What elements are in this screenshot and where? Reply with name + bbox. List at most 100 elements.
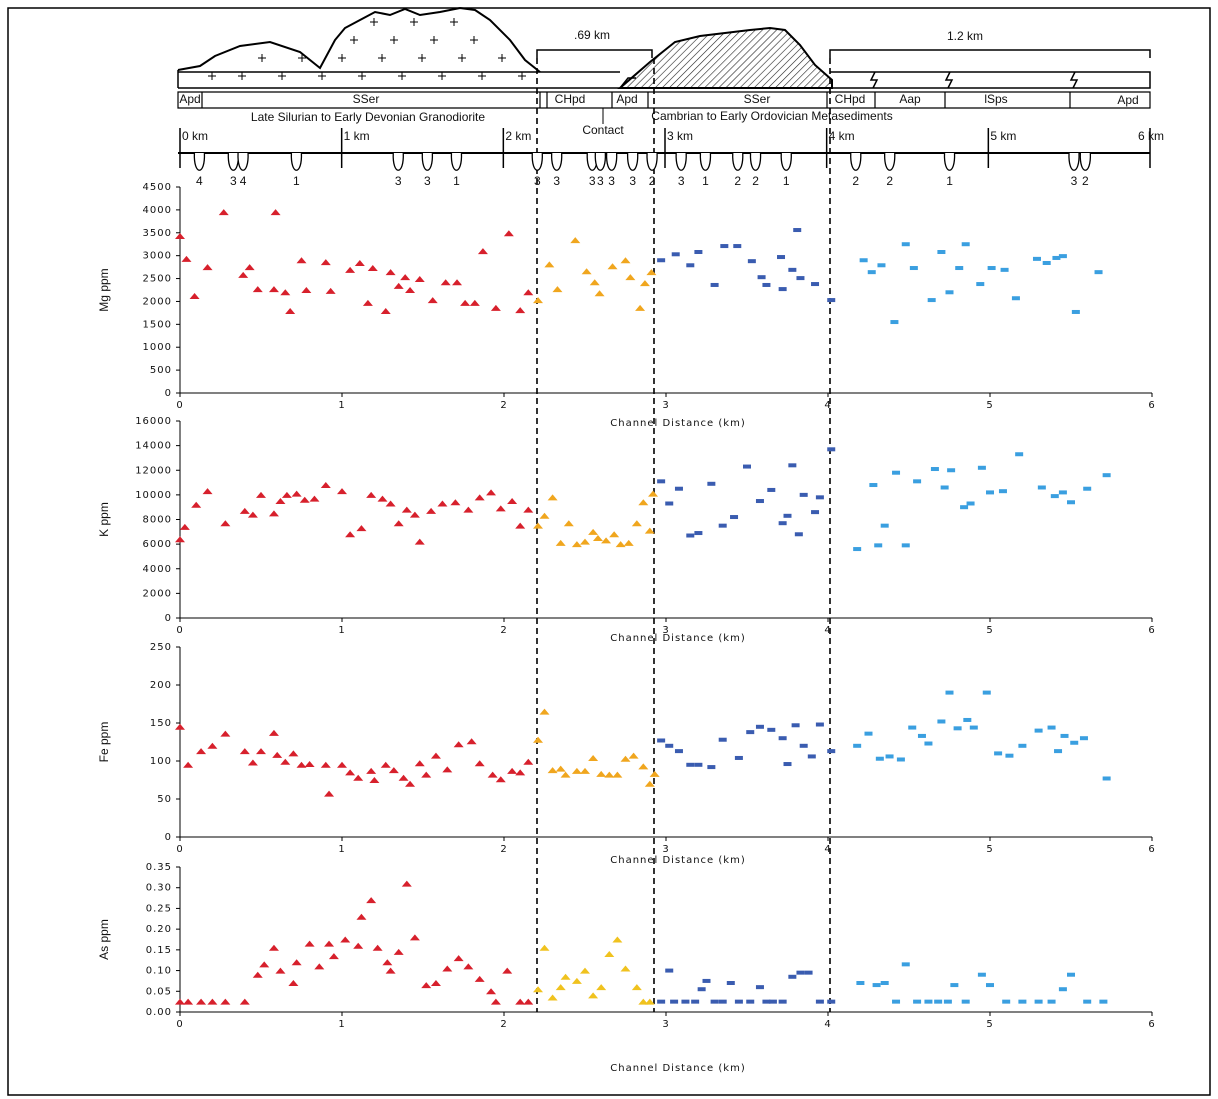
point xyxy=(827,1000,835,1004)
point xyxy=(746,1000,754,1004)
point xyxy=(288,980,298,986)
point xyxy=(540,513,550,519)
point xyxy=(886,754,894,758)
point xyxy=(548,767,558,773)
point xyxy=(937,250,945,254)
point xyxy=(382,959,392,965)
point xyxy=(986,490,994,494)
point xyxy=(415,276,425,282)
point xyxy=(523,289,533,295)
point xyxy=(638,499,648,505)
point xyxy=(366,768,376,774)
formation-label: Contact xyxy=(582,123,624,137)
point xyxy=(1001,268,1009,272)
point xyxy=(735,1000,743,1004)
point xyxy=(902,242,910,246)
point xyxy=(552,286,562,292)
point xyxy=(767,728,775,732)
sample-label: 2 xyxy=(1082,174,1089,188)
point xyxy=(756,499,764,503)
point xyxy=(475,976,485,982)
point xyxy=(454,741,464,747)
y-tick-label: 0.05 xyxy=(146,986,172,997)
sample-loop xyxy=(291,153,301,170)
point xyxy=(369,777,379,783)
unit-label: Apd xyxy=(179,92,200,106)
y-tick-label: 16000 xyxy=(135,416,172,427)
x-tick-label: 6 xyxy=(1148,400,1155,411)
point xyxy=(735,756,743,760)
x-tick-label: 1 xyxy=(338,844,345,855)
point xyxy=(675,749,683,753)
point xyxy=(608,263,618,269)
point xyxy=(570,237,580,243)
point xyxy=(259,961,269,967)
y-tick-label: 0 xyxy=(165,388,172,399)
point xyxy=(329,953,339,959)
point xyxy=(1035,729,1043,733)
sample-loop xyxy=(781,153,791,170)
point xyxy=(665,501,673,505)
y-tick-label: 3500 xyxy=(143,228,172,239)
point xyxy=(621,257,631,263)
formation-label: Late Silurian to Early Devonian Granodio… xyxy=(251,110,485,124)
point xyxy=(1051,494,1059,498)
point xyxy=(394,520,404,526)
point xyxy=(748,259,756,263)
point xyxy=(324,791,334,797)
figure: .69 km 1.2 km Apd SSer CHpd Apd SSer CHp… xyxy=(0,0,1218,1099)
point xyxy=(292,959,302,965)
frame xyxy=(8,8,1210,1095)
y-tick-label: 8000 xyxy=(143,515,172,526)
point xyxy=(340,937,350,943)
point xyxy=(556,766,566,772)
point xyxy=(967,501,975,505)
point xyxy=(954,726,962,730)
point xyxy=(460,300,470,306)
point xyxy=(175,536,185,542)
point xyxy=(657,738,665,742)
point xyxy=(946,290,954,294)
point xyxy=(640,280,650,286)
point xyxy=(918,734,926,738)
point xyxy=(415,760,425,766)
x-tick-label: 1 xyxy=(338,400,345,411)
point xyxy=(635,305,645,311)
point xyxy=(808,754,816,758)
point xyxy=(269,945,279,951)
point xyxy=(588,755,598,761)
point xyxy=(507,498,517,504)
point xyxy=(624,540,634,546)
y-tick-label: 0.15 xyxy=(146,945,172,956)
point xyxy=(402,881,412,887)
point xyxy=(711,1000,719,1004)
point xyxy=(719,1000,727,1004)
point xyxy=(366,897,376,903)
x-tick-label: 0 xyxy=(176,625,183,636)
point xyxy=(746,730,754,734)
point xyxy=(609,531,619,537)
point xyxy=(1083,487,1091,491)
point xyxy=(523,507,533,513)
point xyxy=(191,502,201,508)
point xyxy=(1083,1000,1091,1004)
point xyxy=(805,971,813,975)
sample-loop xyxy=(194,153,204,170)
point xyxy=(301,287,311,293)
point xyxy=(504,230,514,236)
sample-label: 3 xyxy=(608,174,615,188)
x-tick-label: 0 xyxy=(176,400,183,411)
y-tick-label: 0.25 xyxy=(146,903,172,914)
x-tick-label: 1 xyxy=(338,1019,345,1030)
point xyxy=(272,752,282,758)
sample-loop xyxy=(607,153,617,170)
point xyxy=(890,320,898,324)
point xyxy=(946,691,954,695)
sample-loop xyxy=(1080,153,1090,170)
point xyxy=(486,489,496,495)
unit-label: lSps xyxy=(984,92,1007,106)
point xyxy=(1002,1000,1010,1004)
point xyxy=(269,286,279,292)
point xyxy=(548,494,558,500)
point xyxy=(394,949,404,955)
